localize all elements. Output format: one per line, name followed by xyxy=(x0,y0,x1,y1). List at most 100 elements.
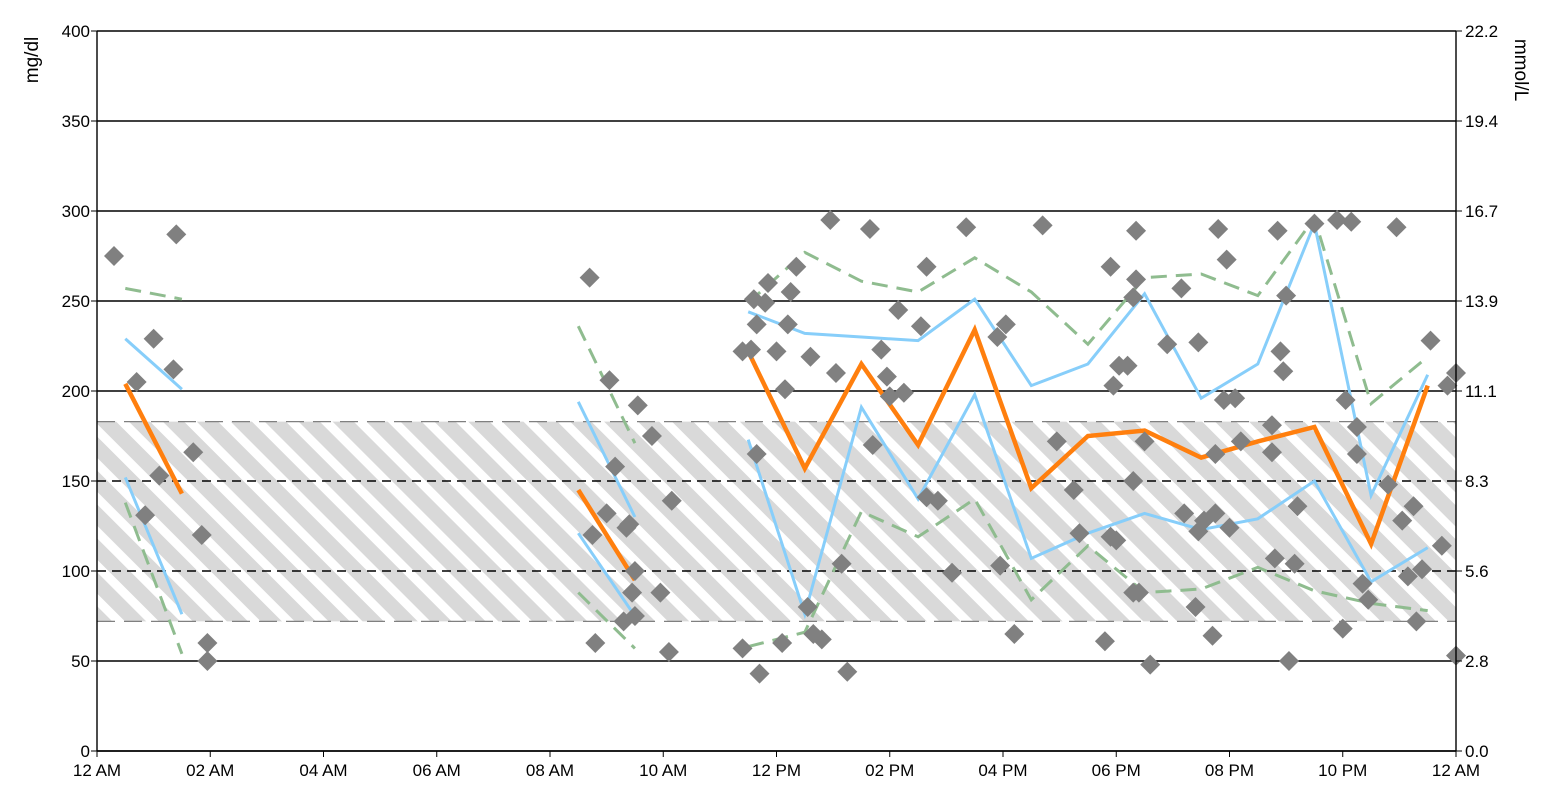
x-tick-label: 06 AM xyxy=(413,761,461,780)
data-point xyxy=(191,525,212,545)
median-line xyxy=(576,488,637,582)
data-point xyxy=(786,256,807,277)
x-tick-label: 10 PM xyxy=(1318,761,1367,780)
lower-quartile-line xyxy=(577,532,637,617)
x-tick-label: 08 PM xyxy=(1205,761,1254,780)
data-point xyxy=(1273,361,1294,382)
data-point xyxy=(746,444,767,464)
data-point xyxy=(956,217,977,238)
x-tick-label: 08 AM xyxy=(526,761,574,780)
data-point xyxy=(1208,219,1229,239)
left-axis-title: mg/dl xyxy=(22,37,43,83)
data-point xyxy=(888,300,909,320)
data-point xyxy=(1219,517,1240,538)
data-point xyxy=(661,490,682,511)
data-point xyxy=(774,379,795,400)
data-point xyxy=(582,525,603,545)
data-point xyxy=(746,314,767,335)
x-tick-label: 02 AM xyxy=(186,761,234,780)
data-point xyxy=(811,629,832,650)
data-point xyxy=(126,372,147,392)
data-point xyxy=(183,442,204,463)
data-point xyxy=(749,663,770,684)
data-point xyxy=(1276,285,1297,306)
median-line xyxy=(123,382,184,495)
data-point xyxy=(1392,510,1413,531)
data-point xyxy=(859,219,880,239)
data-point xyxy=(1126,220,1147,241)
data-point xyxy=(780,282,801,302)
data-point xyxy=(197,651,218,671)
data-point xyxy=(831,553,852,574)
data-point xyxy=(605,456,626,477)
data-point xyxy=(1431,535,1452,556)
left-tick-label: 150 xyxy=(62,472,90,491)
upper-percentile-line xyxy=(747,214,1429,407)
data-point xyxy=(777,314,798,335)
data-point xyxy=(135,505,156,526)
upper-percentile-line xyxy=(125,286,183,301)
right-tick-label: 11.1 xyxy=(1465,382,1497,401)
data-point xyxy=(1063,480,1084,500)
data-point xyxy=(650,582,671,603)
data-point xyxy=(1378,474,1399,495)
data-point xyxy=(1332,618,1353,639)
data-point xyxy=(1205,444,1226,464)
left-tick-label: 350 xyxy=(62,112,90,131)
right-tick-label: 8.3 xyxy=(1465,472,1489,491)
data-point xyxy=(166,224,187,245)
data-point xyxy=(995,314,1016,335)
data-point xyxy=(658,642,679,662)
data-point xyxy=(820,210,841,230)
data-point xyxy=(927,490,948,511)
data-point xyxy=(942,562,963,583)
data-point xyxy=(1117,355,1138,376)
data-point xyxy=(579,267,600,288)
data-point xyxy=(1397,566,1418,587)
upper-quartile-line xyxy=(576,401,637,518)
data-point xyxy=(619,514,640,535)
data-point xyxy=(916,256,937,277)
data-point xyxy=(837,661,858,682)
data-point xyxy=(772,633,793,653)
data-point xyxy=(758,273,779,293)
target-range-band xyxy=(97,421,1456,622)
data-point xyxy=(1128,582,1149,603)
lower-percentile-line xyxy=(123,502,184,655)
data-point xyxy=(1403,496,1424,517)
data-point xyxy=(197,633,218,653)
data-point xyxy=(1327,210,1348,230)
data-point xyxy=(862,435,883,455)
data-point xyxy=(1194,510,1215,531)
data-point xyxy=(1225,388,1246,409)
data-point xyxy=(766,341,787,362)
right-tick-label: 5.6 xyxy=(1465,562,1489,581)
data-point xyxy=(1123,287,1144,308)
data-point xyxy=(1032,215,1053,236)
data-point xyxy=(990,555,1011,576)
data-point xyxy=(1202,625,1223,646)
data-point xyxy=(599,370,620,391)
right-tick-label: 2.8 xyxy=(1465,652,1489,671)
data-point xyxy=(1412,559,1433,580)
data-point xyxy=(1230,431,1251,452)
data-point xyxy=(1126,269,1147,290)
data-point xyxy=(1420,330,1441,351)
x-tick-label: 04 PM xyxy=(978,761,1027,780)
data-point xyxy=(143,328,164,349)
data-point xyxy=(1358,589,1379,610)
left-tick-label: 0 xyxy=(81,742,90,761)
left-tick-label: 250 xyxy=(62,292,90,311)
data-point xyxy=(596,503,617,524)
data-point xyxy=(871,339,892,360)
data-point xyxy=(1188,332,1209,353)
data-point xyxy=(585,633,606,653)
data-point xyxy=(1103,375,1124,396)
x-tick-label: 02 PM xyxy=(865,761,914,780)
right-axis-title: mmol/L xyxy=(1510,39,1531,101)
data-point xyxy=(910,316,931,337)
right-tick-label: 0.0 xyxy=(1465,742,1489,761)
x-tick-label: 12 PM xyxy=(752,761,801,780)
left-tick-label: 100 xyxy=(62,562,90,581)
